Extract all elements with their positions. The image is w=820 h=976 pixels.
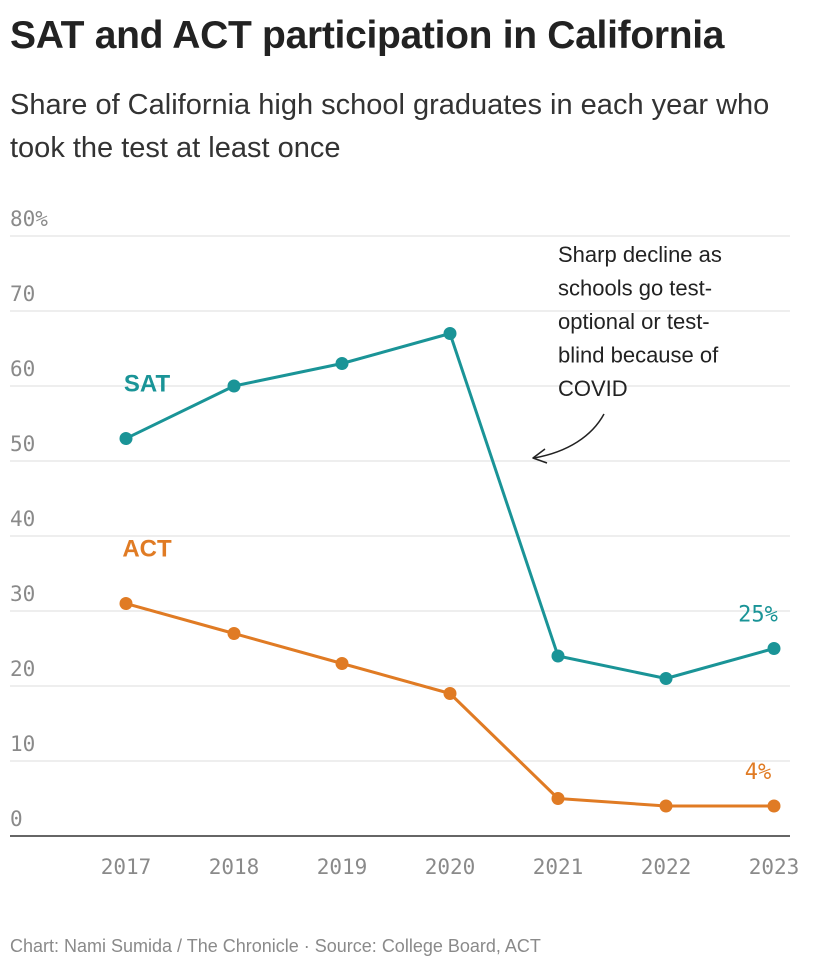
x-tick-label: 2022 — [641, 855, 692, 879]
y-tick-label: 10 — [10, 732, 35, 756]
chart-subtitle: Share of California high school graduate… — [10, 89, 770, 164]
series-label-sat: SAT — [124, 371, 171, 398]
data-point-act — [767, 799, 781, 813]
x-tick-label: 2020 — [425, 855, 476, 879]
chart-title: SAT and ACT participation in California — [10, 14, 725, 57]
annotation-text-line: COVID — [558, 376, 628, 401]
y-tick-label: 0 — [10, 807, 23, 831]
data-point-act — [551, 792, 565, 805]
series-labels: SAT 25% ACT 4% — [122, 371, 778, 786]
y-tick-label: 60 — [10, 357, 35, 381]
data-point-sat — [767, 642, 781, 655]
annotation-text-line: blind because of — [558, 343, 719, 368]
x-tick-label: 2019 — [317, 855, 368, 879]
chart-credit: Chart: Nami Sumida / The Chronicle · Sou… — [10, 936, 541, 956]
data-point-act — [119, 597, 133, 610]
data-point-sat — [551, 649, 565, 663]
y-tick-label: 70 — [10, 282, 35, 306]
annotation-text-line: schools go test- — [558, 276, 712, 301]
annotation: Sharp decline as schools go test-optional… — [532, 242, 722, 464]
x-tick-label: 2021 — [533, 855, 584, 879]
x-axis-ticks: 2017 2018 2019 2020 2021 2022 2023 — [101, 855, 800, 879]
data-point-sat — [335, 357, 349, 370]
y-tick-label: 80% — [10, 207, 48, 231]
annotation-arrow — [533, 413, 605, 459]
data-point-sat — [119, 432, 133, 445]
end-value-label-sat: 25% — [738, 603, 778, 628]
annotation-arrowhead — [532, 448, 548, 464]
x-tick-label: 2018 — [209, 855, 260, 879]
y-tick-label: 30 — [10, 582, 35, 606]
data-point-act — [443, 687, 457, 700]
data-point-act — [335, 657, 349, 670]
annotation-text-line: optional or test- — [558, 309, 710, 334]
gridlines — [10, 235, 790, 837]
data-point-sat — [227, 379, 241, 393]
data-point-sat — [659, 672, 673, 685]
data-point-act — [659, 799, 673, 813]
series-line-act — [125, 602, 774, 808]
series-label-act: ACT — [122, 536, 172, 563]
data-point-sat — [443, 327, 457, 340]
y-tick-label: 20 — [10, 657, 35, 681]
end-value-label-act: 4% — [745, 760, 772, 785]
y-axis-ticks: 0 10 20 30 40 50 60 70 80% — [10, 207, 48, 831]
y-tick-label: 50 — [10, 432, 35, 456]
annotation-text-line: Sharp decline as — [558, 242, 722, 267]
x-tick-label: 2017 — [101, 855, 152, 879]
series-lines — [119, 327, 781, 813]
x-tick-label: 2023 — [749, 855, 800, 879]
y-tick-label: 40 — [10, 507, 35, 531]
series-line-sat — [125, 332, 775, 680]
data-point-act — [227, 627, 241, 640]
